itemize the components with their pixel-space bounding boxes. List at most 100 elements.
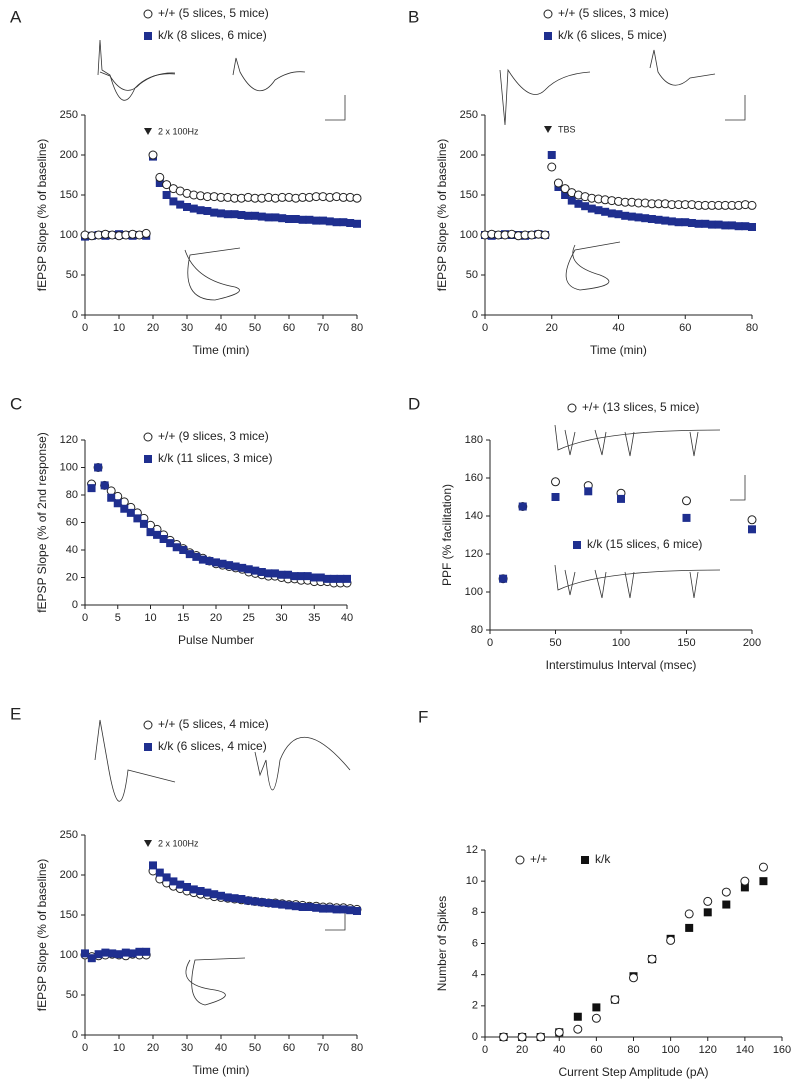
data-point	[721, 887, 731, 897]
data-point	[230, 210, 239, 219]
data-point	[100, 481, 109, 490]
data-point	[189, 204, 198, 213]
legend-label: k/k (11 slices, 3 mice)	[158, 451, 272, 465]
data-point	[244, 565, 253, 574]
data-point	[353, 907, 361, 915]
data-point	[312, 216, 321, 225]
x-tick-label: 100	[661, 1044, 679, 1056]
x-tick-label: 0	[82, 1042, 88, 1054]
data-point	[148, 150, 158, 160]
data-point	[101, 948, 110, 957]
y-tick-label: 100	[460, 229, 478, 241]
legend-label: k/k (6 slices, 5 mice)	[558, 28, 667, 42]
data-point	[614, 210, 623, 219]
data-point	[128, 949, 137, 958]
data-point	[518, 502, 527, 511]
data-point	[499, 574, 508, 583]
x-axis-title: Time (min)	[193, 1063, 250, 1077]
x-tick-label: 160	[773, 1044, 791, 1056]
data-point	[634, 213, 643, 222]
x-tick-label: 35	[308, 612, 320, 624]
x-axis-title: Time (min)	[590, 343, 647, 357]
data-point	[707, 220, 716, 229]
y-tick-label: 20	[66, 571, 78, 583]
legend-marker	[143, 432, 153, 442]
data-point	[734, 222, 743, 231]
y-tick-label: 100	[60, 949, 78, 961]
data-point	[291, 902, 300, 911]
y-tick-label: 12	[466, 844, 478, 856]
x-tick-label: 30	[181, 322, 193, 334]
annotation: 2 x 100Hz	[158, 838, 199, 848]
data-point	[81, 949, 89, 958]
y-tick-label: 0	[472, 309, 478, 321]
data-point	[674, 218, 683, 227]
data-point	[584, 487, 593, 496]
x-tick-label: 80	[627, 1044, 639, 1056]
data-point	[748, 223, 756, 231]
data-point	[310, 573, 319, 582]
panel-label: C	[10, 394, 22, 413]
data-point	[237, 895, 246, 903]
x-tick-label: 10	[144, 612, 156, 624]
x-tick-label: 60	[283, 1042, 295, 1054]
data-point	[681, 218, 690, 227]
data-point	[352, 193, 362, 203]
y-tick-label: 160	[465, 472, 483, 484]
data-point	[179, 546, 188, 554]
y-tick-label: 40	[66, 544, 78, 556]
legend-label: k/k (6 slices, 4 mice)	[158, 739, 267, 753]
data-point	[554, 1027, 564, 1037]
legend-marker	[143, 720, 153, 730]
data-point	[685, 923, 694, 932]
data-point	[155, 172, 165, 182]
data-point	[682, 513, 691, 522]
data-point	[747, 200, 757, 210]
panel-label: E	[10, 704, 21, 723]
data-point	[120, 504, 129, 513]
data-point	[641, 214, 650, 223]
data-point	[257, 568, 266, 576]
data-point	[551, 477, 560, 487]
y-tick-label: 80	[471, 624, 483, 636]
data-point	[553, 178, 563, 188]
y-tick-label: 100	[60, 229, 78, 241]
x-tick-label: 10	[113, 1042, 125, 1054]
data-point	[727, 221, 736, 230]
annotation: 2 x 100Hz	[158, 126, 199, 136]
y-tick-label: 150	[460, 189, 478, 201]
data-point	[647, 954, 657, 964]
x-tick-label: 10	[113, 322, 125, 334]
data-point	[94, 463, 103, 472]
data-point	[212, 558, 220, 567]
data-point	[121, 948, 130, 957]
x-tick-label: 50	[249, 322, 261, 334]
legend-label: +/+ (9 slices, 3 mice)	[158, 429, 269, 443]
y-tick-label: 0	[72, 309, 78, 321]
data-point	[298, 903, 307, 911]
x-tick-label: 40	[341, 612, 353, 624]
stimulus-marker	[544, 126, 552, 133]
data-point	[203, 207, 212, 215]
data-point	[758, 862, 768, 872]
data-point	[257, 212, 266, 221]
data-point	[192, 552, 201, 561]
data-point	[264, 899, 273, 907]
legend-marker	[144, 32, 152, 40]
data-point	[244, 211, 253, 220]
y-tick-label: 4	[472, 969, 478, 981]
data-point	[237, 211, 246, 219]
data-point	[332, 218, 341, 227]
data-point	[159, 535, 168, 543]
y-tick-label: 50	[66, 269, 78, 281]
legend-label: +/+	[530, 852, 547, 866]
x-tick-label: 40	[553, 1044, 565, 1056]
data-point	[594, 206, 603, 215]
data-point	[666, 935, 676, 945]
y-axis-title: Number of Spikes	[435, 896, 449, 991]
data-point	[748, 525, 756, 534]
data-point	[169, 877, 178, 886]
y-tick-label: 50	[66, 989, 78, 1001]
legend-label: k/k (8 slices, 6 mice)	[158, 28, 267, 42]
